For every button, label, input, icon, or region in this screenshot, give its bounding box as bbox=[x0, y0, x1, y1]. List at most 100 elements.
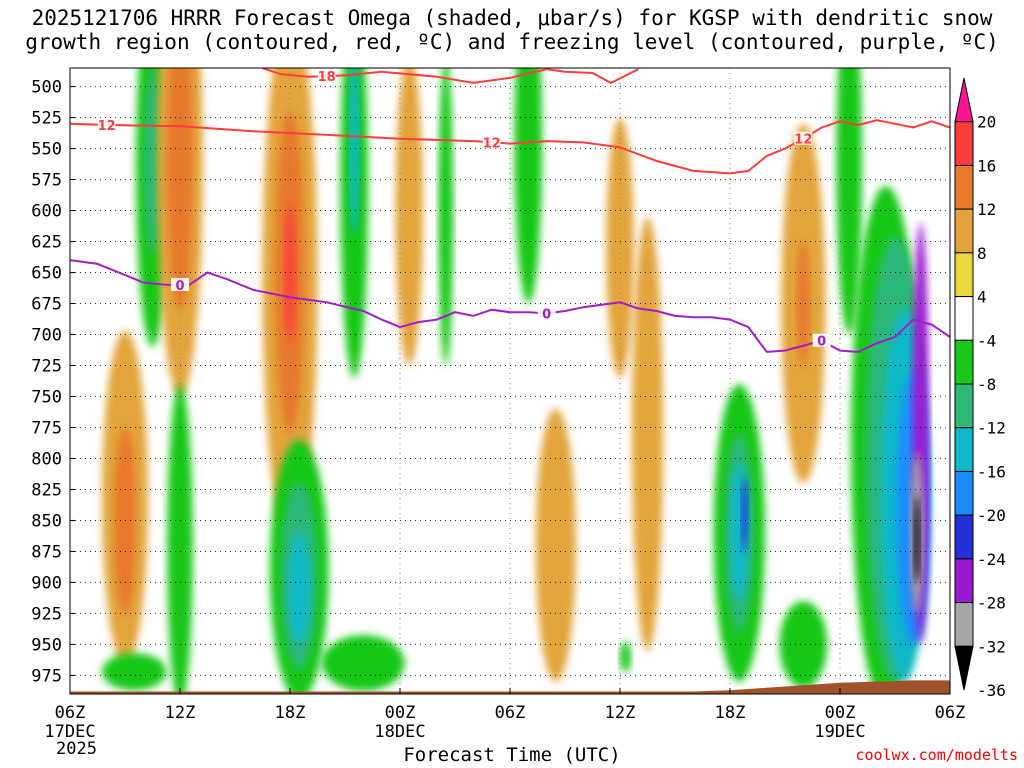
omega-shading bbox=[102, 68, 930, 694]
omega-region-weak-ascent bbox=[620, 641, 631, 673]
x-tick-date: 18DEC bbox=[374, 722, 425, 742]
omega-region-weak-ascent bbox=[836, 68, 862, 335]
omega-region-moderate-subsidence bbox=[167, 68, 193, 310]
colorbar-swatch bbox=[954, 470, 974, 516]
colorbar-label: 20 bbox=[977, 113, 996, 132]
colorbar-swatch bbox=[954, 602, 974, 647]
omega-region-weak-ascent bbox=[514, 68, 543, 304]
y-tick-label: 525 bbox=[31, 109, 62, 129]
colorbar-cap-bottom bbox=[954, 645, 974, 691]
y-tick-label: 850 bbox=[31, 511, 62, 531]
omega-region-weak-subsidence bbox=[535, 408, 576, 682]
y-tick-label: 875 bbox=[31, 542, 62, 562]
colorbar-swatch bbox=[954, 164, 974, 210]
y-tick-label: 925 bbox=[31, 604, 62, 624]
colorbar-swatch bbox=[954, 296, 974, 341]
y-tick-label: 825 bbox=[31, 480, 62, 500]
colorbar-swatch bbox=[954, 383, 974, 429]
colorbar-label: -24 bbox=[977, 550, 1006, 569]
contour-dendritic_18C_upper bbox=[262, 68, 639, 85]
y-tick-label: 675 bbox=[31, 295, 62, 315]
contour-label-bg bbox=[97, 118, 116, 132]
y-tick-label: 800 bbox=[31, 449, 62, 469]
omega-region-weak-ascent bbox=[779, 601, 828, 688]
colorbar-swatch bbox=[954, 252, 974, 298]
omega-region-weak-ascent bbox=[167, 384, 193, 694]
colorbar-label: -28 bbox=[977, 594, 1006, 613]
colorbar-label: -4 bbox=[977, 331, 996, 350]
x-tick-date: 19DEC bbox=[814, 722, 865, 742]
y-axis: 500 525 550 575 600 625 650 675 700 725 750 775 800 8… bbox=[31, 78, 75, 686]
omega-region-strong-ascent bbox=[288, 532, 311, 645]
contour-label: 18 bbox=[318, 70, 336, 85]
x-tick-label: 18Z bbox=[275, 703, 306, 723]
x-tick-label: 00Z bbox=[385, 703, 416, 723]
x-tick-label: 12Z bbox=[605, 703, 636, 723]
omega-region-intense-ascent bbox=[741, 477, 748, 552]
omega-region-weak-subsidence bbox=[606, 117, 634, 378]
chart-title-line-2: growth region (contoured, red, ºC) and f… bbox=[25, 30, 999, 54]
colorbar-label: 16 bbox=[977, 156, 996, 175]
omega-region-weak-ascent bbox=[438, 68, 454, 366]
y-tick-label: 625 bbox=[31, 233, 62, 253]
y-tick-label: 900 bbox=[31, 573, 62, 593]
x-tick-label: 18Z bbox=[715, 703, 746, 723]
colorbar-cap-top bbox=[954, 77, 974, 123]
contour-label-bg bbox=[537, 306, 556, 320]
contour-label-bg bbox=[812, 333, 831, 347]
colorbar-swatch bbox=[954, 558, 974, 604]
x-tick-label: 06Z bbox=[495, 703, 526, 723]
chart-title: 2025121706 HRRR Forecast Omega (shaded, … bbox=[0, 6, 1024, 54]
contour-dendritic_12C_upper bbox=[70, 119, 950, 175]
colorbar-swatch bbox=[954, 208, 974, 254]
colorbar-label: -32 bbox=[977, 637, 1006, 656]
y-tick-label: 950 bbox=[31, 635, 62, 655]
chart-title-line-1: 2025121706 HRRR Forecast Omega (shaded, … bbox=[31, 6, 993, 30]
colorbar-swatch bbox=[954, 339, 974, 385]
contour-label-bg bbox=[794, 131, 813, 145]
x-axis-label: Forecast Time (UTC) bbox=[403, 744, 621, 766]
y-tick-label: 650 bbox=[31, 264, 62, 284]
omega-region-weak-ascent bbox=[102, 653, 167, 691]
colorbar-label: -36 bbox=[977, 681, 1006, 700]
y-tick-label: 550 bbox=[31, 140, 62, 160]
colorbar-legend: 20 16 12 8 4 -4 -8 -12 -16 -20 -24 -28 -32 -36 bbox=[954, 77, 1006, 700]
x-tick-year: 2025 bbox=[56, 739, 97, 759]
contour-label-bg bbox=[317, 69, 336, 83]
colorbar-label: -16 bbox=[977, 462, 1006, 481]
colorbar-label: -20 bbox=[977, 506, 1006, 525]
y-tick-label: 600 bbox=[31, 202, 62, 222]
y-tick-label: 775 bbox=[31, 418, 62, 438]
contour-label: 12 bbox=[483, 136, 501, 151]
x-tick-label: 00Z bbox=[825, 703, 856, 723]
contour-label: 12 bbox=[794, 133, 812, 148]
y-tick-label: 700 bbox=[31, 326, 62, 346]
colorbar-swatch bbox=[954, 121, 974, 166]
contour-label-bg bbox=[482, 135, 501, 149]
colorbar-label: -12 bbox=[977, 419, 1006, 438]
colorbar-swatch bbox=[954, 514, 974, 560]
colorbar-label: 8 bbox=[977, 244, 987, 263]
x-tick-date: 17DEC bbox=[44, 722, 95, 742]
omega-region-weak-subsidence bbox=[395, 68, 423, 366]
omega-region-moderate-ascent bbox=[144, 68, 161, 254]
contour-label: 12 bbox=[98, 119, 116, 134]
x-tick-label: 12Z bbox=[165, 703, 196, 723]
colorbar-swatch bbox=[954, 427, 974, 472]
contour-label: 0 bbox=[542, 307, 551, 322]
temperature-contours: 12 12 12 18 0 0 0 bbox=[70, 68, 950, 353]
y-tick-label: 575 bbox=[31, 171, 62, 191]
omega-region-weak-ascent bbox=[322, 635, 405, 691]
omega-region-strong-ascent bbox=[348, 68, 360, 236]
contour-label: 0 bbox=[817, 335, 826, 350]
y-tick-label: 500 bbox=[31, 78, 62, 98]
colorbar-label: 12 bbox=[977, 200, 996, 219]
grid-lines bbox=[70, 68, 950, 694]
colorbar-label: 4 bbox=[977, 288, 987, 307]
y-tick-label: 750 bbox=[31, 387, 62, 407]
contour-label: 0 bbox=[175, 279, 184, 294]
x-tick-label: 06Z bbox=[55, 703, 86, 723]
omega-region-weak-subsidence bbox=[631, 216, 664, 651]
y-tick-label: 725 bbox=[31, 357, 62, 377]
